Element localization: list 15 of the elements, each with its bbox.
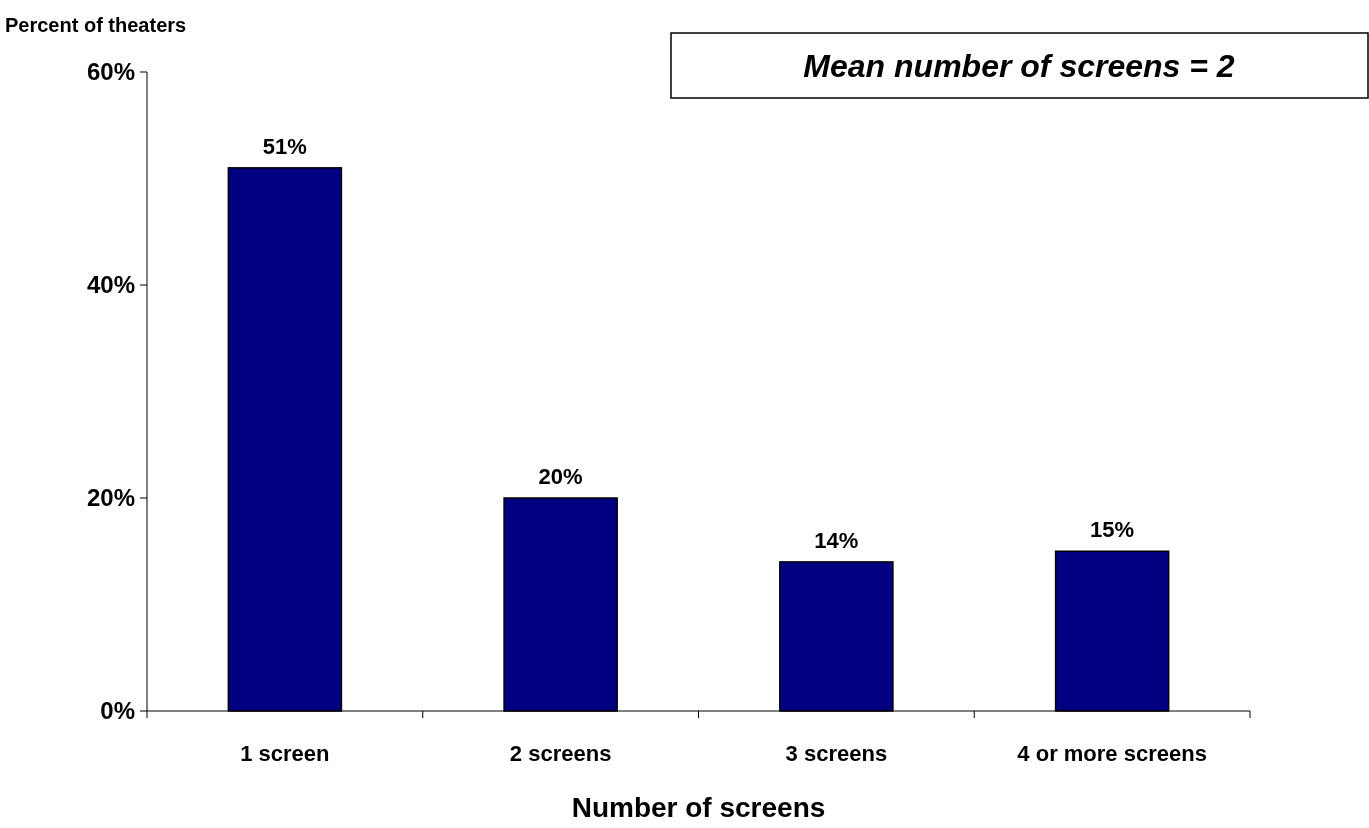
x-tick-label: 4 or more screens [1017, 741, 1207, 766]
annotation: Mean number of screens = 2 [803, 48, 1235, 85]
data-label: 14% [814, 527, 859, 553]
y-tick-label: 0% [100, 697, 135, 725]
data-label: 51% [262, 133, 307, 159]
y-tick-label: 60% [86, 58, 135, 86]
y-axis-title: Percent of theaters [5, 14, 187, 36]
x-tick-label: 1 screen [240, 741, 330, 766]
x-tick-label: 2 screens [509, 741, 612, 766]
y-tick-label: 20% [86, 484, 135, 512]
data-label: 20% [538, 464, 583, 489]
x-tick-label: 3 screens [785, 741, 888, 766]
x-axis-title: Number of screens [571, 792, 826, 823]
data-label: 15% [1090, 517, 1135, 543]
y-tick-label: 40% [86, 271, 135, 299]
